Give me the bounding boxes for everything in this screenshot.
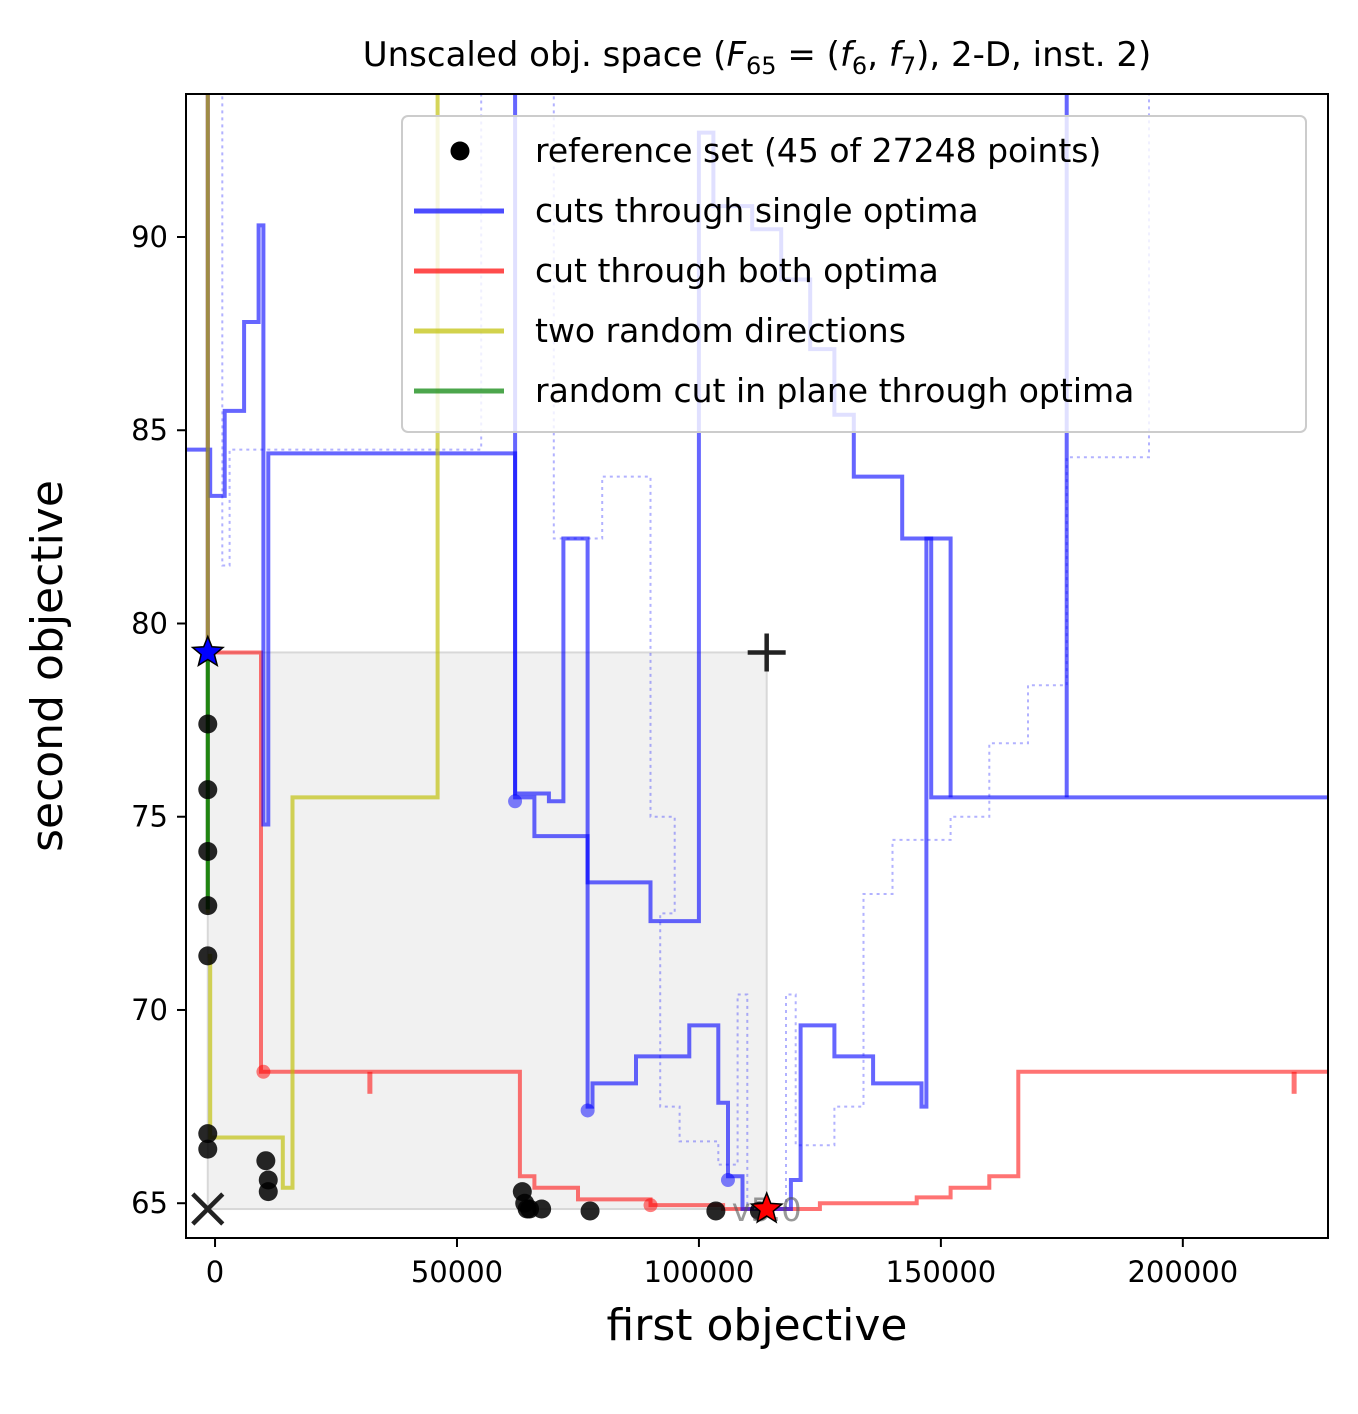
x-axis-label: first objective [607,1300,908,1351]
legend-box [401,115,1307,433]
nadir-plus-marker [747,633,786,672]
y-tick-label: 80 [131,606,168,640]
ideal-cross-marker [191,1192,225,1226]
reference-point [258,1182,278,1202]
reference-point [198,1124,218,1144]
y-tick-label: 70 [131,993,168,1027]
y-tick-label: 65 [131,1186,168,1220]
x-tick-label: 150000 [886,1255,997,1289]
legend-entry-label: random cut in plane through optima [535,371,1134,410]
series-dot-3-0 [508,794,523,809]
x-tick-label: 50000 [411,1255,503,1289]
series-line-8 [207,94,440,1190]
reference-point [256,1151,276,1171]
y-tick-label: 75 [131,800,168,834]
reference-point [198,1139,218,1159]
reference-point [580,1201,600,1221]
plot-area: v5.0 0 50000 100000 150000 200000 65 70 75 80 85 90 [131,93,1329,1289]
x-tick-label: 200000 [1127,1255,1238,1289]
reference-point [198,842,218,862]
optimum-2-star-marker [749,1190,784,1224]
legend-marker-icon [450,141,470,161]
reference-point [198,946,218,966]
series-dot-3-1 [580,1103,595,1118]
series-line-3 [513,94,953,1211]
axes-frame [185,93,1329,1239]
legend: reference set (45 of 27248 points) cuts t… [401,115,1307,433]
reference-point [198,714,218,734]
optimum-1-star-marker [190,634,225,668]
chart-title: Unscaled obj. space (F65 = (f6, f7), 2-D… [363,35,1151,80]
series-dot-0-1 [643,1198,658,1213]
x-tick-label: 0 [206,1255,224,1289]
y-axis-label: second objective [22,480,73,852]
plot-content: v5.0 [186,94,1328,1229]
series-line-7 [785,94,1150,1209]
x-tick-label: 100000 [644,1255,755,1289]
dominated-region [206,651,768,1211]
reference-point [706,1201,726,1221]
legend-entry-label: cut through both optima [535,251,939,290]
legend-entry-label: reference set (45 of 27248 points) [535,131,1101,170]
legend-entry-label: cuts through single optima [535,191,979,230]
series-dot-3-2 [720,1173,735,1188]
reference-point [198,896,218,916]
legend-entry-label: two random directions [535,311,906,350]
reference-point [532,1199,552,1219]
y-tick-label: 85 [131,413,168,447]
y-tick-label: 90 [131,220,168,254]
series-dot-0-0 [256,1064,271,1079]
reference-point [198,780,218,800]
